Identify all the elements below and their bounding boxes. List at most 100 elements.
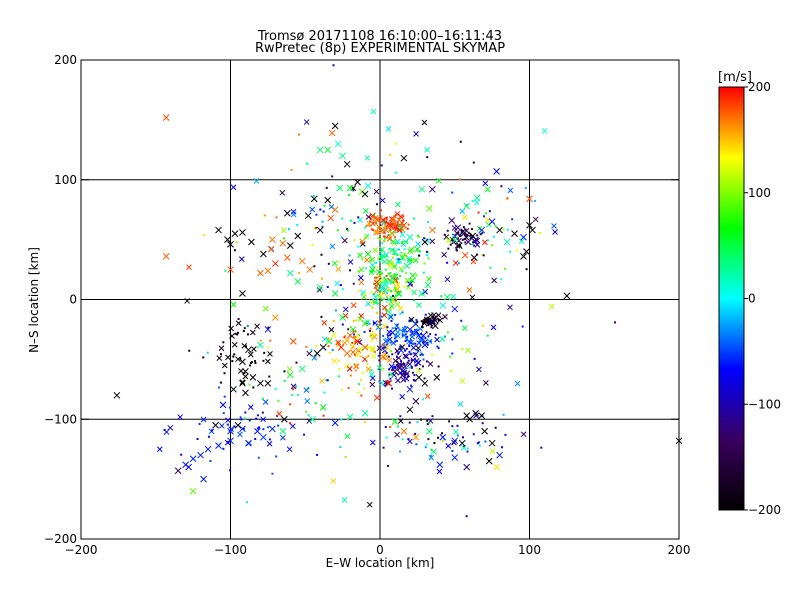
data-point-dot bbox=[452, 234, 455, 237]
data-point-dot bbox=[340, 388, 343, 391]
data-point-x bbox=[238, 368, 244, 374]
data-point-x bbox=[552, 229, 558, 235]
data-point-x bbox=[257, 341, 264, 349]
data-point-dot bbox=[354, 340, 357, 343]
data-point-dot bbox=[389, 153, 392, 156]
data-point-x bbox=[361, 344, 369, 351]
data-point-dot bbox=[315, 226, 318, 229]
data-point-dot bbox=[389, 279, 392, 282]
data-point-x bbox=[416, 302, 422, 308]
data-point-dot bbox=[388, 248, 391, 251]
data-point-x bbox=[394, 301, 401, 308]
data-point-dot bbox=[533, 199, 536, 202]
data-point-dot bbox=[344, 334, 347, 337]
data-point-x bbox=[452, 260, 459, 266]
data-point-x bbox=[431, 322, 439, 330]
data-point-x bbox=[399, 231, 406, 238]
data-point-x bbox=[162, 253, 170, 260]
data-point-dot bbox=[427, 335, 430, 338]
data-point-x bbox=[459, 378, 466, 384]
data-point-x bbox=[113, 391, 121, 399]
data-point-dot bbox=[464, 241, 467, 244]
data-point-dot bbox=[414, 432, 417, 435]
data-point-x bbox=[309, 206, 316, 213]
data-point-x bbox=[520, 253, 527, 260]
data-point-x bbox=[264, 267, 272, 275]
data-point-x bbox=[269, 236, 276, 243]
data-point-dot bbox=[327, 337, 330, 340]
data-point-dot bbox=[446, 331, 449, 334]
data-point-dot bbox=[381, 242, 384, 245]
data-point-dot bbox=[234, 332, 237, 335]
data-point-x bbox=[414, 245, 421, 253]
data-point-dot bbox=[400, 229, 403, 232]
data-point-x bbox=[306, 418, 313, 424]
data-point-x bbox=[239, 379, 246, 386]
data-point-x bbox=[369, 439, 376, 446]
data-point-x bbox=[249, 329, 256, 336]
data-point-dot bbox=[504, 433, 507, 436]
data-point-dot bbox=[385, 309, 388, 312]
data-point-dot bbox=[390, 290, 393, 293]
data-point-x bbox=[473, 199, 480, 206]
data-point-dot bbox=[256, 414, 259, 417]
data-point-dot bbox=[231, 360, 234, 363]
data-point-x bbox=[369, 266, 376, 273]
data-point-dot bbox=[386, 292, 389, 295]
data-point-dot bbox=[336, 229, 339, 232]
y-axis-label: N–S location [km] bbox=[27, 247, 41, 353]
data-point-dot bbox=[393, 236, 396, 239]
data-point-x bbox=[334, 280, 340, 287]
data-point-dot bbox=[424, 313, 427, 316]
data-point-dot bbox=[359, 378, 362, 381]
data-point-x bbox=[358, 266, 365, 273]
data-point-x bbox=[425, 427, 433, 435]
data-point-x bbox=[313, 350, 321, 357]
data-point-dot bbox=[476, 234, 479, 237]
data-point-x bbox=[304, 398, 311, 404]
data-point-dot bbox=[446, 229, 449, 232]
data-point-x bbox=[230, 385, 237, 393]
data-point-x bbox=[357, 345, 364, 352]
data-point-dot bbox=[233, 353, 236, 356]
data-point-x bbox=[496, 451, 503, 459]
data-point-x bbox=[324, 146, 332, 154]
data-point-x bbox=[309, 415, 317, 423]
data-point-x bbox=[361, 190, 369, 198]
data-point-x bbox=[225, 354, 231, 361]
data-point-x bbox=[385, 220, 393, 228]
data-point-x bbox=[227, 427, 234, 435]
data-point-x bbox=[406, 361, 413, 368]
data-point-x bbox=[418, 185, 426, 193]
data-point-dot bbox=[357, 245, 360, 248]
data-point-dot bbox=[380, 315, 383, 318]
data-point-dot bbox=[422, 398, 425, 401]
data-point-x bbox=[453, 230, 460, 236]
data-point-dot bbox=[366, 234, 369, 237]
data-point-x bbox=[369, 212, 376, 220]
data-point-dot bbox=[363, 421, 366, 424]
data-point-x bbox=[488, 439, 496, 447]
data-point-x bbox=[225, 417, 231, 424]
data-point-x bbox=[369, 375, 376, 381]
data-point-x bbox=[410, 344, 417, 351]
data-point-dot bbox=[415, 443, 418, 446]
data-point-x bbox=[350, 349, 356, 356]
data-point-dot bbox=[394, 299, 397, 302]
data-point-dot bbox=[312, 194, 315, 197]
data-point-dot bbox=[368, 225, 371, 228]
data-point-dot bbox=[414, 364, 417, 367]
data-point-dot bbox=[196, 438, 199, 441]
data-point-x bbox=[443, 293, 451, 301]
data-point-dot bbox=[391, 369, 394, 372]
data-point-x bbox=[461, 214, 468, 221]
data-point-x bbox=[271, 314, 279, 321]
data-point-x bbox=[458, 439, 466, 447]
data-point-x bbox=[382, 281, 390, 289]
data-point-dot bbox=[460, 231, 463, 234]
data-point-x bbox=[400, 376, 407, 383]
data-point-dot bbox=[484, 212, 487, 215]
data-point-x bbox=[409, 333, 416, 340]
data-point-x bbox=[242, 367, 249, 375]
